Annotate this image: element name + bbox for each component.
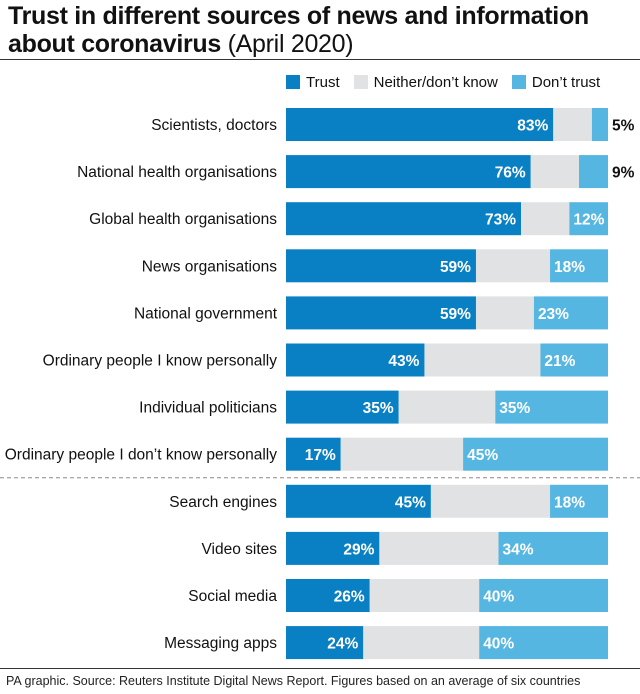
chart-title-main: Trust in different sources of news and i… — [8, 2, 589, 58]
value-label-dont-trust-news-organisations: 18% — [554, 259, 585, 276]
category-label-search-engines: Search engines — [169, 494, 277, 511]
bar-trust-individual-politicians — [286, 390, 399, 424]
bar-trust-ordinary-people-i-know-personally — [286, 343, 425, 377]
value-label-trust-messaging-apps: 24% — [327, 636, 358, 653]
value-label-dont-trust-search-engines: 18% — [554, 494, 585, 511]
bar-trust-social-media — [286, 579, 370, 612]
value-label-dont-trust-scientists-doctors: 5% — [612, 118, 635, 135]
value-label-trust-individual-politicians: 35% — [363, 400, 394, 417]
value-label-dont-trust-individual-politicians: 35% — [499, 400, 530, 417]
value-label-trust-ordinary-people-i-don-t-know-personally: 17% — [305, 447, 336, 464]
category-label-social-media: Social media — [188, 588, 277, 605]
bar-neither-global-health-organisations — [521, 202, 570, 236]
value-label-trust-national-government: 59% — [440, 306, 471, 323]
bar-neither-search-engines — [430, 484, 551, 518]
bar-neither-national-health-organisations — [530, 155, 580, 189]
legend-item-trust: Trust — [286, 74, 340, 91]
legend-label-neither: Neither/don’t know — [373, 73, 498, 91]
chart-title: Trust in different sources of news and i… — [8, 2, 632, 58]
bar-trust-messaging-apps — [286, 626, 364, 660]
legend-swatch-neither — [353, 75, 368, 89]
bar-neither-ordinary-people-i-know-personally — [424, 343, 541, 377]
legend: Trust Neither/don’t know Don’t trust — [286, 72, 614, 92]
category-label-national-government: National government — [134, 305, 278, 322]
value-label-dont-trust-national-government: 23% — [538, 306, 569, 323]
bar-dont-trust-news-organisations — [550, 249, 608, 283]
legend-swatch-dont-trust — [511, 75, 526, 89]
bar-trust-search-engines — [286, 484, 431, 518]
bar-dont-trust-social-media — [479, 579, 608, 612]
bar-trust-global-health-organisations — [286, 202, 522, 236]
bar-neither-individual-politicians — [398, 390, 496, 424]
bar-dont-trust-national-government — [533, 296, 608, 330]
bar-trust-national-government — [286, 296, 476, 330]
category-label-scientists-doctors: Scientists, doctors — [151, 117, 277, 134]
category-label-global-health-organisations: Global health organisations — [89, 211, 277, 228]
category-label-video-sites: Video sites — [201, 541, 277, 558]
category-label-ordinary-people-i-know-personally: Ordinary people I know personally — [43, 353, 278, 370]
value-label-trust-news-organisations: 59% — [440, 259, 471, 276]
bar-neither-national-government — [475, 296, 534, 330]
title-rule — [0, 59, 640, 60]
bar-trust-national-health-organisations — [286, 155, 531, 189]
category-label-ordinary-people-i-don-t-know-personally: Ordinary people I don’t know personally — [5, 447, 278, 464]
bar-neither-social-media — [369, 579, 480, 612]
value-label-trust-ordinary-people-i-know-personally: 43% — [388, 353, 419, 370]
value-label-dont-trust-messaging-apps: 40% — [483, 636, 514, 653]
legend-item-neither: Neither/don’t know — [353, 73, 498, 91]
bar-dont-trust-messaging-apps — [479, 626, 608, 660]
bar-trust-scientists-doctors — [286, 108, 554, 141]
category-label-messaging-apps: Messaging apps — [164, 635, 277, 652]
legend-label-dont-trust: Don’t trust — [531, 73, 601, 91]
bar-neither-scientists-doctors — [553, 108, 592, 141]
source-footer: PA graphic. Source: Reuters Institute Di… — [6, 674, 581, 688]
bar-dont-trust-ordinary-people-i-know-personally — [540, 343, 608, 377]
bar-dont-trust-search-engines — [550, 484, 608, 518]
bar-trust-news-organisations — [286, 249, 476, 283]
bar-neither-ordinary-people-i-don-t-know-personally — [340, 437, 464, 471]
bar-trust-ordinary-people-i-don-t-know-personally — [286, 437, 341, 471]
value-label-dont-trust-video-sites: 34% — [503, 541, 534, 558]
bar-neither-messaging-apps — [363, 626, 480, 660]
value-label-dont-trust-national-health-organisations: 9% — [612, 165, 635, 182]
value-label-dont-trust-ordinary-people-i-don-t-know-personally: 45% — [467, 447, 498, 464]
bar-dont-trust-national-health-organisations — [579, 155, 608, 189]
bar-neither-video-sites — [379, 531, 499, 565]
value-label-dont-trust-global-health-organisations: 12% — [573, 212, 604, 229]
bar-trust-video-sites — [286, 531, 380, 565]
value-label-trust-scientists-doctors: 83% — [517, 118, 548, 135]
category-label-individual-politicians: Individual politicians — [139, 400, 277, 417]
chart-title-date: (April 2020) — [227, 30, 354, 58]
legend-swatch-trust — [286, 75, 300, 89]
bar-dont-trust-global-health-organisations — [569, 202, 608, 236]
legend-item-dont-trust: Don’t trust — [511, 73, 601, 91]
value-label-trust-search-engines: 45% — [395, 494, 426, 511]
value-label-dont-trust-social-media: 40% — [483, 589, 514, 606]
value-label-trust-global-health-organisations: 73% — [485, 212, 516, 229]
value-label-trust-social-media: 26% — [334, 589, 365, 606]
value-label-trust-video-sites: 29% — [343, 541, 374, 558]
legend-label-trust: Trust — [306, 73, 340, 91]
value-label-dont-trust-ordinary-people-i-know-personally: 21% — [544, 353, 575, 370]
bar-dont-trust-scientists-doctors — [591, 108, 608, 141]
category-label-news-organisations: News organisations — [142, 258, 278, 275]
value-label-trust-national-health-organisations: 76% — [495, 165, 526, 182]
category-label-national-health-organisations: National health organisations — [77, 164, 277, 181]
bar-dont-trust-individual-politicians — [495, 390, 608, 424]
bar-dont-trust-ordinary-people-i-don-t-know-personally — [463, 437, 608, 471]
bar-neither-news-organisations — [475, 249, 551, 283]
bar-dont-trust-video-sites — [498, 531, 608, 565]
